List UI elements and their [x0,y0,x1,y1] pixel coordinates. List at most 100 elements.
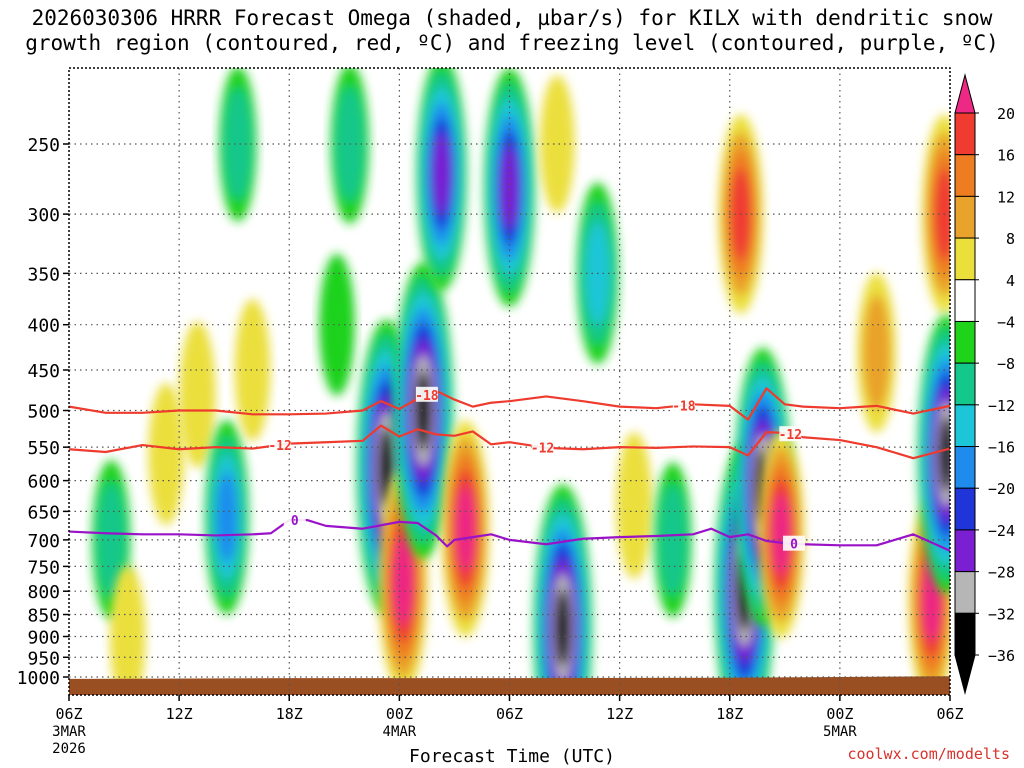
x-tick-year: 2026 [52,741,86,757]
x-tick-label: 18Z [276,705,303,723]
omega-cell [92,460,131,620]
x-tick-date: 4MAR [383,724,417,740]
omega-band [546,101,568,187]
x-tick-label: 06Z [936,705,963,723]
omega-band [102,504,120,576]
y-tick-label: 300 [27,205,60,226]
omega-cell [319,253,355,396]
colorbar-arrow-top [954,73,976,114]
y-tick-label: 950 [27,648,60,669]
omega-cell [219,68,257,222]
contour-label: -12 [779,428,802,443]
omega-cell [416,68,467,291]
colorbar-label: −16 [988,439,1015,457]
colorbar-label: −32 [988,605,1015,623]
omega-cell [148,383,185,526]
x-tick-date: 5MAR [823,724,857,740]
colorbar-label: 20 [997,105,1015,123]
omega-cell [179,321,216,469]
contour-line [69,387,950,421]
colorbar-segment [954,487,976,531]
title-line-1: 2026030306 HRRR Forecast Omega (shaded, … [31,6,993,30]
omega-band [459,502,472,555]
colorbar-arrow-bottom [954,654,976,695]
y-tick-label: 800 [27,582,60,603]
omega-band [241,326,264,414]
y-tick-label: 1000 [17,668,60,689]
x-tick-label: 00Z [826,705,853,723]
omega-cell [109,565,146,695]
omega-cell [234,298,271,441]
omega-cell [441,420,490,638]
credit-link[interactable]: coolwx.com/modelts [847,745,1010,763]
omega-cell [917,314,950,594]
colorbar-segment [954,320,976,364]
colorbar-segment [954,571,976,614]
contour-label: -12 [268,439,291,454]
y-tick-label: 250 [27,135,60,156]
omega-cell [616,432,653,579]
colorbar-label: −24 [988,522,1015,540]
contour-label-bg [415,386,438,402]
omega-cell [533,484,593,695]
omega-band [381,442,392,493]
x-tick-label: 12Z [166,705,193,723]
colorbar: 20 16 12 8 4 −4 −8 −12 −16 −20 −24 −28 −32 −36 [954,73,1015,695]
contour-label: -18 [415,389,439,404]
colorbar-label: 4 [1006,272,1015,290]
colorbar-segment [954,612,976,656]
chart-title: 2026030306 HRRR Forecast Omega (shaded, … [0,6,1024,56]
colorbar-label: −36 [988,647,1015,665]
y-tick-label: 700 [27,531,60,552]
omega-band [775,509,787,560]
omega-band [623,460,646,551]
colorbar-label: 16 [997,147,1015,165]
omega-band [868,317,886,388]
omega-band [186,349,209,440]
colorbar-label: −20 [988,480,1015,498]
title-line-2: growth region (contoured, red, ºC) and f… [25,31,999,55]
contour-label: -18 [672,399,696,414]
y-tick-label: 550 [27,438,60,459]
omega-band [504,162,515,213]
x-tick-label: 12Z [606,705,633,723]
omega-band [436,148,447,199]
contour-label: 0 [790,538,798,553]
temperature-contours: -18 -18 -12 -12 -12 0 0 [69,386,950,553]
x-tick-label: 18Z [716,705,743,723]
x-tick-date: 3MAR [52,724,86,740]
omega-band [397,554,409,609]
y-tick-label: 500 [27,402,60,423]
contour-label-bg [672,397,695,413]
colorbar-segment [954,362,976,406]
contour-label-bg [779,426,802,442]
colorbar-segment [954,404,976,448]
y-tick-label: 750 [27,557,60,578]
y-tick-label: 900 [27,627,60,648]
colorbar-label: −8 [997,355,1015,373]
colorbar-label: −12 [988,397,1015,415]
x-tick-label: 06Z [55,705,82,723]
colorbar-label: 8 [1006,230,1015,248]
omega-band [326,281,348,369]
contour-label-bg [782,535,805,551]
omega-band [941,430,950,478]
colorbar-segment [954,237,976,281]
omega-band [220,489,234,546]
y-axis: 2503003504004505005506006507007508008509… [17,135,69,689]
colorbar-segment [954,529,976,573]
colorbar-segment [954,112,976,156]
colorbar-segment [954,446,976,489]
contour-label-bg [283,512,306,528]
contour-label: -12 [531,441,554,456]
colorbar-segment [954,195,976,239]
x-tick-label: 00Z [386,705,413,723]
omega-cell [857,272,896,433]
y-tick-label: 600 [27,472,60,493]
y-tick-label: 650 [27,502,60,523]
x-axis-title: Forecast Time (UTC) [409,746,615,767]
omega-band [926,575,938,626]
omega-cell [539,75,575,213]
